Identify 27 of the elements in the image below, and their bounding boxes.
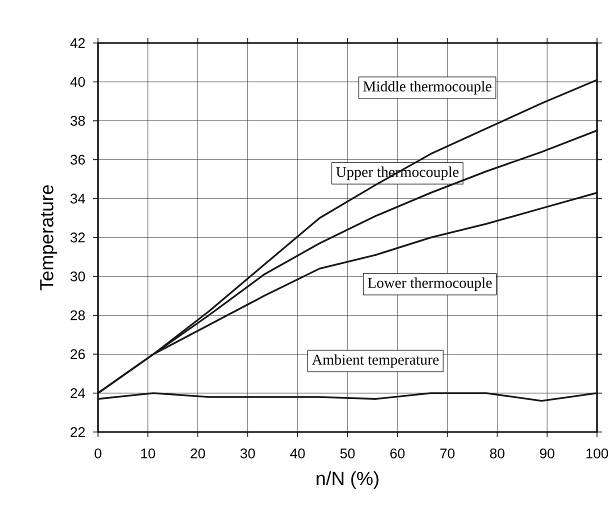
series-label: Lower thermocouple (368, 277, 492, 291)
x-tick-label: 40 (290, 448, 305, 458)
y-tick-label: 42 (70, 38, 85, 48)
y-tick-label: 24 (70, 388, 86, 398)
x-axis-title: n/N (%) (316, 471, 378, 489)
y-tick-label: 32 (70, 232, 85, 242)
x-tick-label: 90 (540, 448, 554, 458)
x-tick-label: 80 (490, 448, 504, 458)
x-tick-label: 50 (340, 448, 355, 458)
y-axis-title: Temperature (40, 185, 58, 290)
x-tick-label: 70 (440, 448, 455, 458)
y-tick-label: 30 (70, 271, 85, 282)
x-tick-label: 30 (240, 448, 255, 458)
x-tick-label: 100 (586, 448, 608, 458)
y-tick-label: 36 (70, 154, 85, 165)
series-label: Middle thermocouple (363, 80, 492, 95)
y-tick-label: 38 (70, 116, 85, 126)
y-tick-label: 40 (70, 76, 85, 87)
y-tick-label: 22 (70, 427, 85, 437)
x-tick-label: 10 (141, 448, 156, 458)
y-tick-label: 26 (70, 349, 85, 360)
x-tick-label: 20 (190, 448, 206, 458)
y-tick-label: 28 (70, 310, 85, 320)
series-label: Ambient temperature (312, 354, 439, 368)
y-tick-label: 34 (70, 194, 86, 204)
x-tick-label: 60 (390, 448, 405, 458)
x-tick-label: 0 (94, 448, 102, 458)
